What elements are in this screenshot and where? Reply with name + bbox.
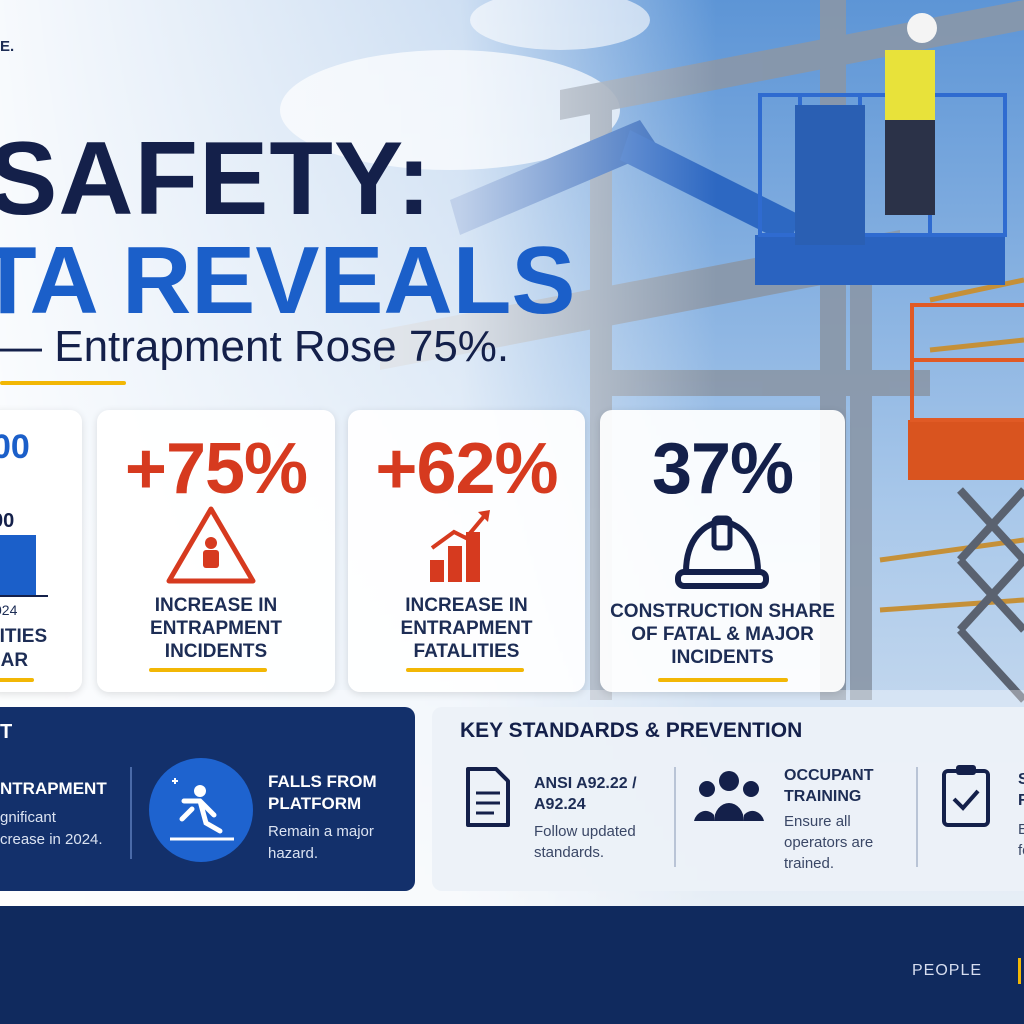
footer: PEOPLE	[0, 906, 1024, 1024]
fall-icon	[149, 758, 253, 862]
checklist-icon	[942, 765, 990, 827]
stat-card: +62% INCREASE IN ENTRAPMENT FATALITIES	[348, 410, 585, 692]
corner-text: E.	[0, 38, 15, 55]
underline	[0, 381, 126, 385]
stat-label: INCREASE IN ENTRAPMENT INCIDENTS	[150, 595, 282, 662]
stat-value: +75%	[124, 429, 308, 509]
hazards-panel: T NTRAPMENT gnificant crease in 2024. FA…	[0, 707, 415, 891]
subtitle: — Entrapment Rose 75%.	[0, 322, 510, 371]
hazard-body: crease in 2024.	[0, 831, 103, 848]
standard-body: E	[1018, 821, 1024, 838]
hazard-body: gnificant	[0, 809, 56, 826]
panel-title: T	[0, 721, 13, 743]
stat-card: 00 00 024 LITIES EAR	[0, 410, 82, 692]
standard-heading: ANSI A92.22 / A92.24	[534, 775, 637, 813]
bar-graphic	[0, 535, 36, 595]
stat-label: LITIES	[0, 626, 48, 647]
underline	[0, 678, 34, 682]
divider	[916, 767, 918, 867]
people-icon	[694, 771, 764, 821]
stat-card: +75% INCREASE IN ENTRAPMENT INCIDENTS	[97, 410, 335, 692]
document-icon	[466, 767, 510, 827]
underline	[658, 678, 788, 682]
stat-value: 37%	[651, 429, 794, 509]
warning-icon	[166, 506, 256, 584]
hazard-body: Remain a major hazard.	[268, 823, 374, 862]
hazard-heading: NTRAPMENT	[0, 779, 107, 798]
title-line: SAFETY:	[0, 121, 433, 237]
standards-panel: KEY STANDARDS & PREVENTION ANSI A92.22 /…	[432, 707, 1024, 891]
divider	[130, 767, 132, 859]
stat-value: +62%	[375, 429, 558, 509]
stat-value: 00	[0, 510, 15, 532]
underline	[149, 668, 267, 672]
stat-card: 37% CONSTRUCTION SHARE OF FATAL & MAJOR …	[600, 410, 845, 692]
footer-text: PEOPLE	[912, 962, 983, 979]
footer-accent	[1018, 958, 1021, 984]
axis-graphic	[0, 595, 48, 597]
stat-value: 00	[0, 428, 30, 466]
standard-body: Follow updated standards.	[534, 823, 636, 861]
stat-label: EAR	[0, 650, 29, 671]
standard-body: Ensure all operators are trained.	[784, 813, 874, 872]
stat-year: 024	[0, 602, 18, 618]
stat-label: CONSTRUCTION SHARE OF FATAL & MAJOR INCI…	[610, 601, 835, 668]
standard-body: fo	[1018, 842, 1024, 859]
underline	[406, 668, 524, 672]
growth-icon	[430, 510, 490, 582]
stat-label: INCREASE IN ENTRAPMENT FATALITIES	[400, 595, 533, 662]
standard-heading: S	[1018, 771, 1024, 788]
divider	[674, 767, 676, 867]
standard-heading: OCCUPANT TRAINING	[784, 767, 874, 805]
standard-heading: R	[1018, 792, 1024, 809]
hardhat-icon	[675, 515, 769, 589]
title-line: TA REVEALS	[0, 227, 576, 334]
panel-title: KEY STANDARDS & PREVENTION	[460, 719, 803, 742]
hazard-heading: FALLS FROM PLATFORM	[268, 772, 377, 813]
